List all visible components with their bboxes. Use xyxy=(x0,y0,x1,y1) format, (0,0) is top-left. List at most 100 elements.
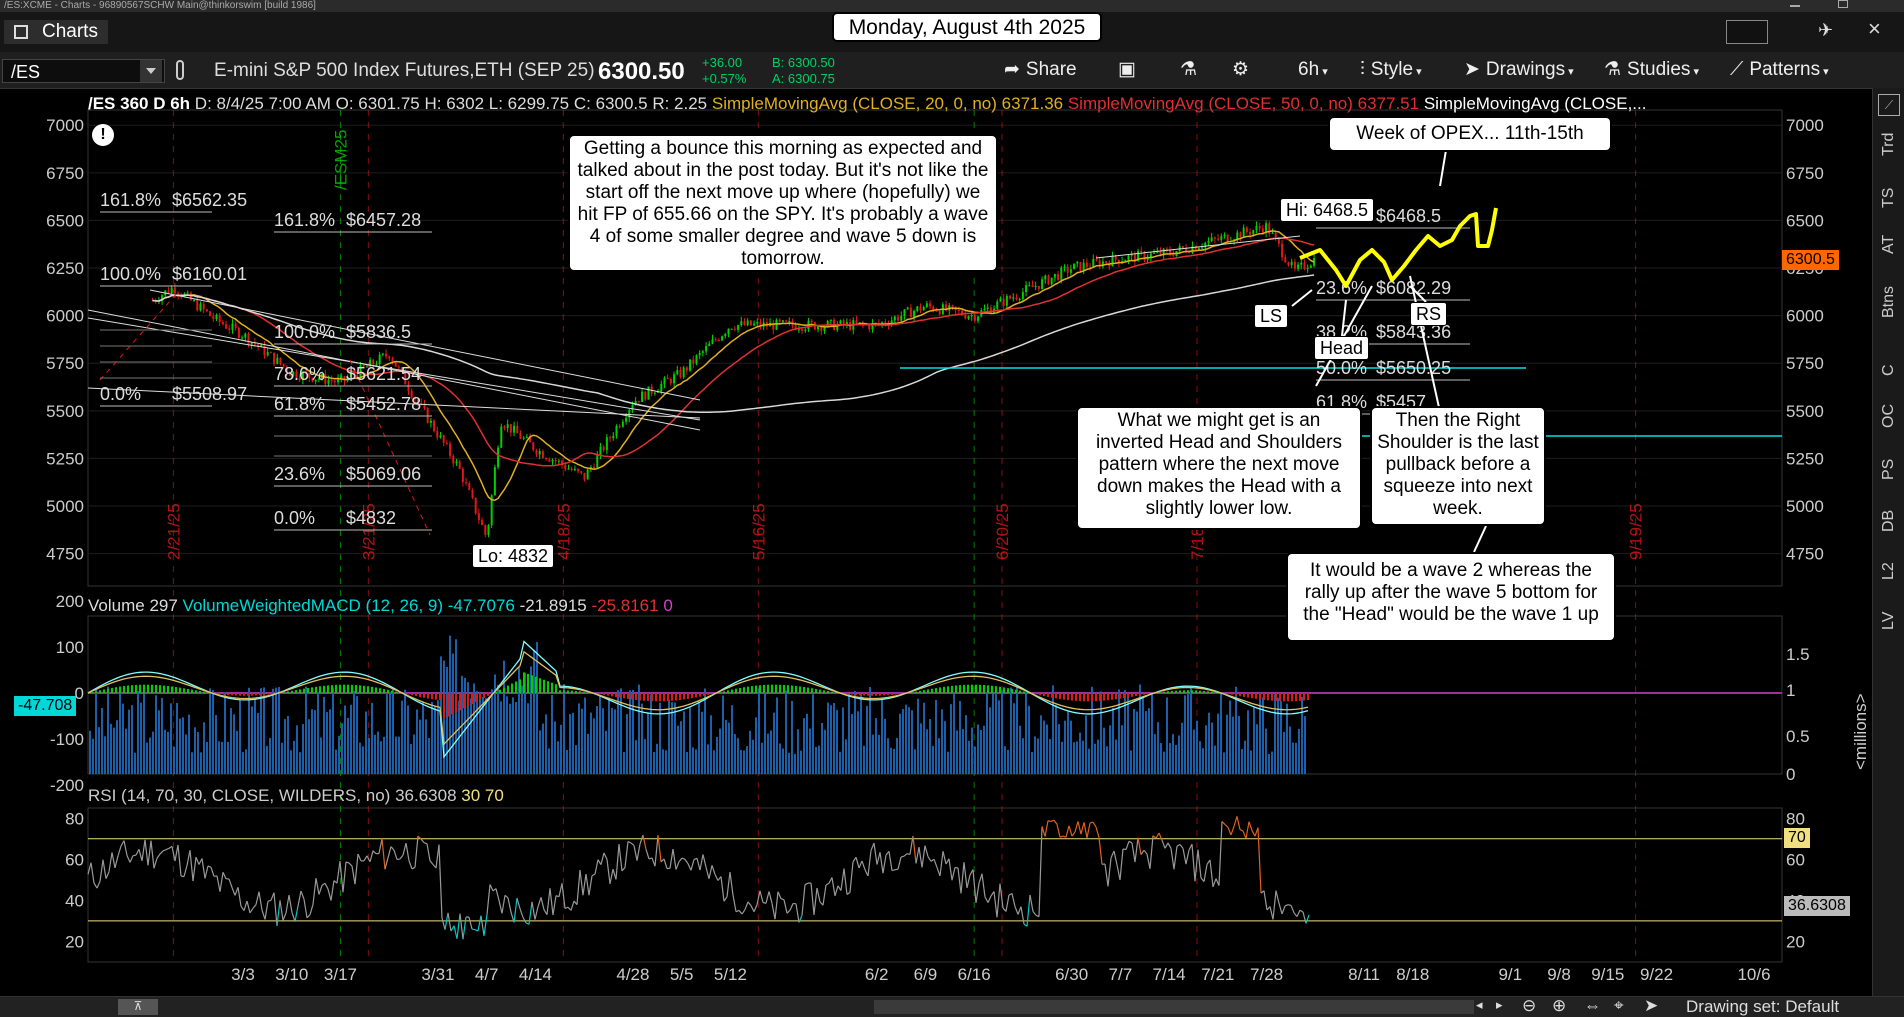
settings-button[interactable]: ⚙ xyxy=(1232,56,1249,84)
sma50-label[interactable]: SimpleMovingAvg (CLOSE, 50, 0, no) xyxy=(1068,94,1353,113)
candle-body xyxy=(609,437,611,438)
maximize-icon[interactable] xyxy=(1838,0,1848,8)
zoom-out-icon[interactable]: ⊖ xyxy=(1522,996,1536,1016)
candle-body xyxy=(647,387,649,400)
link-icon[interactable] xyxy=(176,60,184,80)
x-axis-tick: 9/1 xyxy=(1498,965,1522,984)
sidebar-item-l2[interactable]: L2 xyxy=(1880,562,1898,580)
candle-body xyxy=(619,426,621,427)
sidebar-item-ps[interactable]: PS xyxy=(1880,459,1898,480)
candle-body xyxy=(187,293,189,294)
share-button[interactable]: ➦Share xyxy=(1004,56,1077,84)
timeframe-button[interactable]: 6h ▾ xyxy=(1298,56,1328,84)
fib-mid-value: $4832 xyxy=(346,508,396,528)
candle-body xyxy=(855,320,857,323)
horizontal-scrollbar[interactable] xyxy=(874,1000,1474,1014)
drawing-set-label[interactable]: Drawing set: Default xyxy=(1686,997,1839,1017)
ohlc-open: O: 6301.75 xyxy=(336,94,420,113)
candle-body xyxy=(267,352,269,355)
sma-more-label[interactable]: SimpleMovingAvg (CLOSE,... xyxy=(1424,94,1647,113)
candle-body xyxy=(1243,228,1245,238)
crosshair-icon[interactable]: ⌖ xyxy=(1614,996,1624,1016)
charts-tab[interactable]: Charts xyxy=(4,20,108,44)
candle-body xyxy=(638,401,640,402)
x-axis-tick: 3/10 xyxy=(275,965,308,984)
close-icon[interactable]: × xyxy=(1868,16,1881,42)
volume-pane-header: Volume 297 VolumeWeightedMACD (12, 26, 9… xyxy=(88,596,673,616)
zoom-in-icon[interactable]: ⊕ xyxy=(1552,996,1566,1016)
rsi-line xyxy=(1288,905,1291,906)
studies-button[interactable]: ⚗Studies ▾ xyxy=(1604,56,1699,84)
x-axis-tick: 9/22 xyxy=(1640,965,1673,984)
sidebar-item-c[interactable]: C xyxy=(1880,364,1898,376)
volume-axis-tick: -200 xyxy=(50,776,84,795)
sidebar-item-lv[interactable]: LV xyxy=(1880,612,1898,630)
candle-body xyxy=(1201,247,1203,248)
pointer-icon[interactable]: ➤ xyxy=(1644,996,1658,1016)
candle-body xyxy=(583,473,585,480)
status-bar: ⊼ ◂ ▸ ⊖ ⊕ ⇔ ⌖ ➤ Drawing set: Default xyxy=(0,996,1904,1017)
candle-body xyxy=(1255,226,1257,230)
sidebar-item-trd[interactable]: Trd xyxy=(1880,133,1898,156)
flex-grid-icon: ▣ xyxy=(1118,59,1136,80)
ask-price: A: 6300.75 xyxy=(772,71,835,86)
candle-body xyxy=(475,498,477,513)
vwmacd-v3: -25.8161 xyxy=(591,596,658,615)
candle-body xyxy=(212,316,214,319)
sidebar-item-at[interactable]: AT xyxy=(1880,235,1898,254)
candle-body xyxy=(196,300,198,310)
sidebar-item-ts[interactable]: TS xyxy=(1880,188,1898,208)
price-axis-tick-right: 5750 xyxy=(1786,354,1824,373)
candle-body xyxy=(215,315,217,319)
beaker-button[interactable]: ⚗ xyxy=(1180,56,1197,84)
flex-grid-button[interactable]: ▣ xyxy=(1118,56,1136,84)
scroll-left-icon[interactable]: ◂ xyxy=(1476,997,1483,1013)
candle-body xyxy=(167,290,169,293)
sidebar-expand-icon[interactable]: ⟋ xyxy=(1878,94,1900,116)
minimize-icon[interactable] xyxy=(1790,5,1800,7)
pin-icon[interactable]: ✈ xyxy=(1818,20,1833,41)
collapse-icon[interactable]: ⊼ xyxy=(118,999,158,1015)
sidebar-item-db[interactable]: DB xyxy=(1880,510,1898,532)
fib-left-pct: 161.8% xyxy=(100,190,161,210)
head-label: Head xyxy=(1314,336,1369,360)
flask-icon: ⚗ xyxy=(1604,56,1621,84)
rsi-line xyxy=(892,870,895,871)
vwmacd-label[interactable]: VolumeWeightedMACD (12, 26, 9) xyxy=(183,596,443,615)
candle-body xyxy=(830,320,832,321)
drawings-label: Drawings xyxy=(1486,59,1565,80)
sidebar-item-btns[interactable]: Btns xyxy=(1880,286,1898,318)
scroll-right-icon[interactable]: ▸ xyxy=(1496,997,1503,1013)
candle-body xyxy=(718,340,720,341)
style-button[interactable]: ⫶Style ▾ xyxy=(1360,56,1422,84)
search-box[interactable] xyxy=(1726,20,1768,44)
pan-icon[interactable]: ⇔ xyxy=(1584,996,1601,1016)
drawings-button[interactable]: ➤Drawings ▾ xyxy=(1464,56,1574,84)
sma20-label[interactable]: SimpleMovingAvg (CLOSE, 20, 0, no) xyxy=(712,94,997,113)
candle-body xyxy=(644,392,646,400)
ohlc-high: H: 6302 xyxy=(424,94,484,113)
candle-body xyxy=(839,320,841,324)
candle-body xyxy=(539,451,541,455)
chevron-down-icon[interactable] xyxy=(140,60,162,82)
volume-axis-tick: 100 xyxy=(56,638,84,657)
candle-body xyxy=(1031,285,1033,287)
candle-body xyxy=(923,307,925,311)
patterns-button[interactable]: ⟋Patterns ▾ xyxy=(1730,56,1829,84)
sma50-value: 6377.51 xyxy=(1358,94,1419,113)
x-axis-tick: 7/28 xyxy=(1250,965,1283,984)
volume-label[interactable]: Volume xyxy=(88,596,145,615)
rsi-axis-tick-right: 80 xyxy=(1786,809,1805,828)
alert-icon[interactable]: ! xyxy=(92,124,114,146)
candle-body xyxy=(1111,255,1113,266)
rsi-pane-header: RSI (14, 70, 30, CLOSE, WILDERS, no) 36.… xyxy=(88,786,504,806)
candle-body xyxy=(574,469,576,470)
rsi-label[interactable]: RSI (14, 70, 30, CLOSE, WILDERS, no) xyxy=(88,786,390,805)
candle-body xyxy=(1127,256,1129,261)
fib-mid-pct: 161.8% xyxy=(274,210,335,230)
sidebar-item-oc[interactable]: OC xyxy=(1880,404,1898,428)
candle-body xyxy=(1006,296,1008,306)
x-axis-tick: 4/14 xyxy=(519,965,552,984)
study-name: /ES 360 D 6h xyxy=(88,94,190,113)
candle-body xyxy=(935,311,937,312)
